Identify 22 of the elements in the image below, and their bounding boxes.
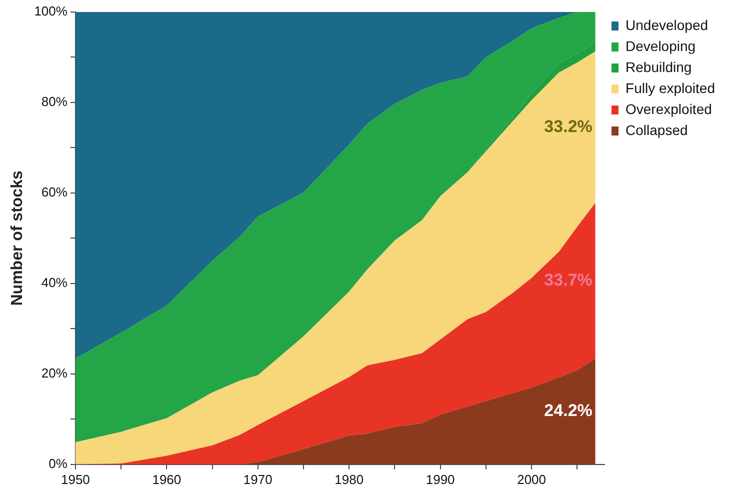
annotation: 33.7% [544, 270, 592, 290]
legend-label: Overexploited [626, 100, 712, 117]
y-tick-label: 0% [48, 456, 68, 471]
x-tick-label: 1950 [60, 472, 90, 487]
x-tick-label: 1990 [426, 472, 455, 487]
x-tick-label: 1980 [334, 472, 364, 487]
y-tick-label: 40% [41, 275, 68, 290]
legend-label: Rebuilding [626, 58, 692, 75]
y-tick-label: 60% [41, 184, 68, 200]
x-tick-label: 1960 [152, 472, 182, 487]
legend-label: Developing [626, 38, 696, 54]
legend-label: Collapsed [626, 122, 688, 138]
legend-label: Fully exploited [626, 80, 716, 96]
y-tick-label: 80% [41, 94, 68, 110]
x-tick-label: 2000 [517, 472, 546, 487]
y-tick-label: 20% [41, 366, 68, 380]
legend-label: Undeveloped [626, 16, 708, 33]
annotation: 24.2% [544, 401, 592, 420]
y-axis-title: Number of stocks [9, 170, 26, 306]
y-tick-label: 100% [34, 4, 68, 19]
x-tick-label: 1970 [243, 472, 272, 487]
annotation: 33.2% [544, 116, 592, 136]
